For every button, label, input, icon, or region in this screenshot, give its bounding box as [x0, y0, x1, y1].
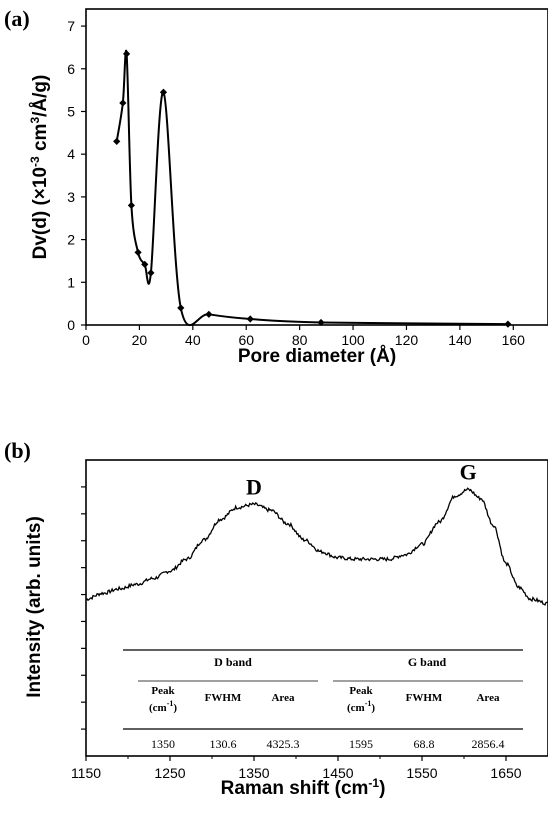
table-cell-peak-d: 1350: [151, 737, 175, 751]
panel-b-y-ticks: [81, 486, 86, 730]
table-col-peak-d-unit: (cm-1): [149, 699, 177, 714]
x-tick-label: 140: [448, 332, 472, 348]
panel-b-x-ticks: 1150 1250 1350 1450 1550 1650: [71, 756, 522, 781]
panel-b-inset-table: D band G band Peak (cm-1) FWHM Area Peak…: [123, 649, 523, 751]
panel-b-label: (b): [4, 438, 31, 463]
y-tick-label: 3: [67, 189, 75, 205]
panel-a-series: [113, 49, 512, 328]
y-tick-label: 1: [67, 274, 75, 290]
table-cell-area-d: 4325.3: [267, 737, 300, 751]
table-group-d-band: D band: [214, 655, 252, 669]
panel-a-y-ticks: 0 1 2 3 4 5 6 7: [67, 18, 86, 333]
table-col-peak-g-unit: (cm-1): [347, 699, 375, 714]
peak-label-g: G: [460, 460, 477, 485]
data-point: [317, 318, 325, 327]
data-point: [134, 248, 142, 257]
data-point: [119, 99, 127, 107]
table-col-area-d: Area: [271, 692, 295, 704]
panel-a-y-axis-title: Dv(d) (×10-3 cm3/Å/g): [28, 75, 51, 260]
y-tick-label: 7: [67, 18, 75, 34]
data-point: [159, 88, 168, 96]
y-tick-label: 4: [67, 146, 75, 162]
spectrum-line: [85, 487, 548, 606]
panel-b-series: [85, 487, 548, 606]
table-cell-peak-g: 1595: [349, 737, 373, 751]
series-line: [115, 49, 508, 326]
y-tick-label: 2: [67, 232, 75, 248]
x-tick-label: 1550: [406, 765, 437, 781]
data-point: [113, 137, 121, 145]
y-tick-label: 0: [67, 317, 75, 333]
table-col-peak-d: Peak: [151, 685, 175, 697]
table-col-area-g: Area: [476, 692, 500, 704]
x-tick-label: 20: [132, 332, 148, 348]
y-tick-label: 5: [67, 103, 75, 119]
x-tick-label: 1350: [238, 765, 269, 781]
panel-a-x-axis-title: Pore diameter (Å): [238, 346, 396, 367]
data-point: [147, 269, 155, 277]
data-point: [246, 315, 254, 323]
table-col-peak-g: Peak: [349, 685, 373, 697]
panel-b-plot-frame: [85, 459, 548, 757]
table-cell-area-g: 2856.4: [472, 737, 505, 751]
x-tick-label: 60: [238, 332, 254, 348]
table-group-g-band: G band: [408, 655, 447, 669]
data-point: [141, 260, 149, 268]
panel-b-peak-labels: DG: [246, 460, 477, 500]
x-tick-label: 120: [395, 332, 419, 348]
x-tick-label: 160: [502, 332, 526, 348]
x-tick-label: 100: [341, 332, 365, 348]
x-tick-label: 1250: [154, 765, 185, 781]
x-tick-label: 80: [292, 332, 308, 348]
data-point: [504, 320, 512, 328]
data-point: [177, 304, 185, 312]
data-point: [122, 50, 131, 58]
x-tick-label: 0: [82, 332, 90, 348]
table-cell-fwhm-g: 68.8: [414, 737, 435, 751]
panel-a-x-ticks: 0 20 40 60 80 100 120 140 160: [82, 325, 525, 348]
x-tick-label: 40: [185, 332, 201, 348]
data-point: [205, 310, 213, 318]
x-tick-label: 1450: [322, 765, 353, 781]
x-tick-label: 1650: [490, 765, 521, 781]
panel-b-x-axis-title: Raman shift (cm-1): [221, 776, 386, 799]
panel-b-y-axis-title: Intensity (arb. units): [24, 516, 45, 698]
panel-a-label: (a): [4, 6, 30, 31]
data-point: [127, 201, 135, 210]
panel-a-plot-frame: [85, 8, 548, 326]
x-tick-label: 1150: [71, 765, 101, 781]
peak-label-d: D: [246, 474, 262, 499]
table-col-fwhm-d: FWHM: [205, 692, 242, 704]
table-cell-fwhm-d: 130.6: [210, 737, 237, 751]
table-col-fwhm-g: FWHM: [406, 692, 443, 704]
y-tick-label: 6: [67, 61, 75, 77]
